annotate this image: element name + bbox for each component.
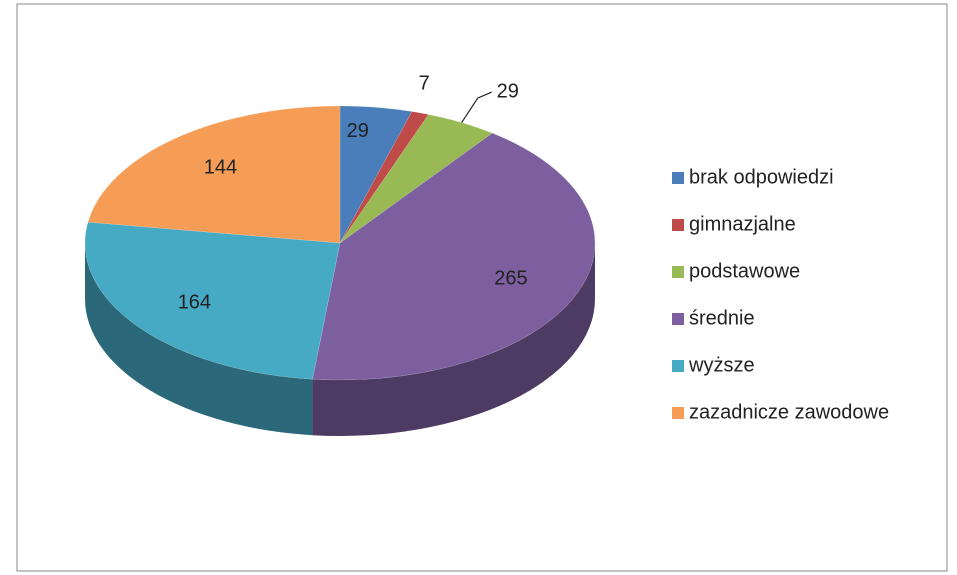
legend-label: gimnazjalne (689, 213, 796, 235)
legend-label: średnie (689, 307, 755, 329)
slice (339, 111, 429, 244)
data-label: 265 (494, 267, 527, 289)
legend-label: podstawowe (689, 260, 800, 282)
legend-swatch (672, 360, 684, 372)
data-label: 144 (204, 156, 237, 178)
data-label: 29 (497, 80, 519, 102)
slice (84, 221, 341, 380)
slice (312, 132, 596, 381)
legend-swatch (672, 313, 684, 325)
legend-swatch (672, 172, 684, 184)
legend-label: zazadnicze zawodowe (689, 401, 889, 423)
slice-side (312, 243, 595, 436)
data-label: 7 (419, 73, 430, 95)
legend-label: brak odpowiedzi (689, 166, 834, 188)
slice (87, 105, 341, 244)
leader-line (461, 91, 492, 123)
slice (339, 105, 413, 244)
legend-swatch (672, 407, 684, 419)
legend-swatch (672, 266, 684, 278)
legend-label: wyższe (688, 354, 755, 376)
data-label: 29 (347, 120, 369, 142)
slice-side (85, 243, 313, 436)
legend-swatch (672, 219, 684, 231)
data-label: 164 (178, 291, 211, 313)
